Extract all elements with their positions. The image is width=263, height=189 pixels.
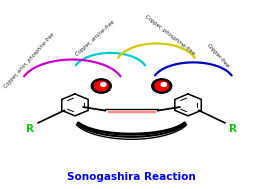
Circle shape (94, 81, 108, 91)
Text: Sonogashira Reaction: Sonogashira Reaction (67, 172, 196, 182)
Circle shape (161, 83, 166, 86)
Circle shape (152, 79, 172, 93)
Text: Copper, amine-free: Copper, amine-free (74, 19, 115, 57)
Text: R: R (229, 125, 237, 134)
Circle shape (155, 81, 169, 91)
Text: Copper, amin, phosphine-free: Copper, amin, phosphine-free (3, 32, 55, 89)
Circle shape (91, 79, 111, 93)
Circle shape (101, 83, 106, 86)
Text: R: R (26, 125, 34, 134)
Text: Copper-free: Copper-free (206, 43, 231, 69)
Text: Copper, phosphine-free: Copper, phosphine-free (144, 14, 195, 56)
